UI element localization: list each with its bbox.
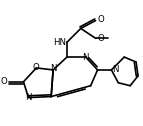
Text: N: N	[50, 64, 56, 73]
Text: O: O	[98, 34, 104, 43]
Text: N: N	[25, 93, 32, 102]
Text: N: N	[112, 65, 119, 74]
Text: O: O	[33, 63, 40, 72]
Text: O: O	[98, 15, 104, 24]
Text: O: O	[1, 77, 8, 86]
Text: N: N	[83, 53, 89, 62]
Text: HN: HN	[53, 38, 66, 47]
